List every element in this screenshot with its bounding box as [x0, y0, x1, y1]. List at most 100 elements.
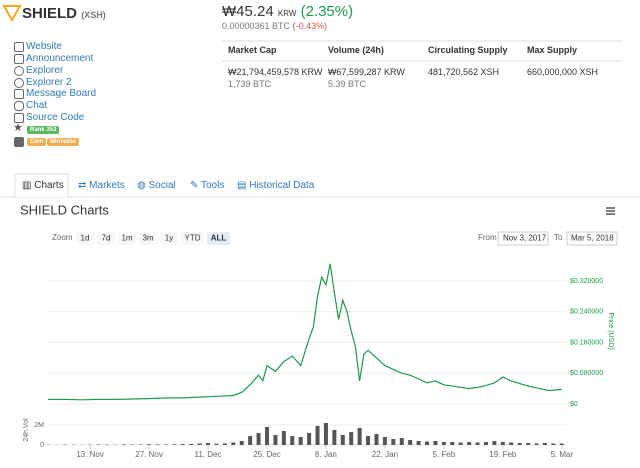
y-tick-label: $0.160000	[570, 339, 603, 346]
zoom-button[interactable]	[118, 232, 136, 245]
stat-header: Max Supply	[527, 45, 578, 55]
volume-bar	[458, 442, 463, 445]
stat-btc: 1,739 BTC	[228, 79, 272, 89]
zoom-label: Zoom	[52, 233, 73, 242]
volume-bar	[509, 442, 514, 445]
zoom-button-label[interactable]: 1d	[81, 234, 90, 243]
link[interactable]: Explorer 2	[26, 77, 72, 88]
volume-bar	[222, 443, 227, 445]
stat-value: ₩21,794,459,578 KRW	[228, 67, 323, 77]
volume-bar	[121, 444, 126, 445]
zoom-button-label[interactable]: 7d	[102, 234, 111, 243]
volume-bar	[264, 427, 269, 445]
link-icon	[14, 54, 24, 64]
zoom-button-label[interactable]: 1m	[121, 234, 132, 243]
volume-bar	[433, 441, 438, 445]
zoom-button-label[interactable]: 1y	[165, 234, 173, 243]
volume-axis-label: 24h Vol	[23, 418, 30, 442]
volume-bar	[147, 444, 152, 445]
volume-bar	[239, 441, 244, 445]
volume-bar	[256, 433, 261, 445]
zoom-button[interactable]	[97, 232, 115, 245]
price-value: ₩45.24	[222, 3, 274, 20]
volume-bar	[542, 443, 547, 445]
link[interactable]: Announcement	[26, 53, 94, 64]
zoom-button-label[interactable]: ALL	[211, 234, 227, 243]
x-tick-label: 27. Nov	[135, 450, 163, 459]
volume-bar	[366, 436, 371, 445]
volume-bar	[416, 441, 421, 445]
volume-bar	[197, 443, 202, 445]
volume-bar	[534, 443, 539, 445]
tab-label[interactable]: Tools	[200, 180, 225, 191]
link[interactable]: Chat	[26, 100, 48, 111]
star-icon: ★	[13, 122, 23, 134]
volume-bar	[231, 442, 236, 445]
volume-bar	[315, 426, 320, 445]
volume-bar	[273, 435, 278, 445]
to-date[interactable]: Mar 5, 2018	[571, 234, 614, 243]
volume-bar	[281, 431, 286, 445]
y-tick-label: $0	[570, 401, 578, 408]
coin-name: SHIELD (XSH)	[22, 5, 106, 22]
menu-icon[interactable]	[606, 207, 615, 215]
x-tick-label: 5. Feb	[433, 450, 456, 459]
x-tick-label: 13. Nov	[76, 450, 104, 459]
tab-label[interactable]: Charts	[34, 180, 64, 191]
link[interactable]: Explorer	[26, 65, 64, 76]
tab-label[interactable]: Historical Data	[249, 180, 315, 191]
from-date[interactable]: Nov 3, 2017	[503, 234, 547, 243]
price-change: (2.35%)	[300, 3, 354, 20]
volume-bar	[349, 432, 354, 445]
link[interactable]: Message Board	[26, 88, 97, 99]
volume-bar	[155, 444, 160, 445]
volume-bar	[340, 435, 345, 445]
tab[interactable]: ✎ Tools	[190, 180, 225, 191]
zoom-button[interactable]	[160, 232, 178, 245]
volume-bar	[483, 442, 488, 445]
y-tick-label: $0.240000	[570, 309, 603, 316]
link-icon	[14, 113, 24, 123]
tag-badge: Coin	[27, 138, 47, 146]
volume-bar	[500, 442, 505, 445]
tab-label[interactable]: Social	[148, 180, 176, 191]
volume-bar	[450, 442, 455, 445]
x-tick-label: 22. Jan	[372, 450, 398, 459]
stat-value: 660,000,000 XSH	[527, 67, 599, 77]
tab[interactable]: ◍ Social	[137, 180, 176, 191]
zoom-button[interactable]	[181, 232, 204, 245]
zoom-button-label[interactable]: 3m	[142, 234, 153, 243]
zoom-button[interactable]	[207, 232, 230, 245]
tab[interactable]: ▥ Charts	[22, 180, 64, 191]
link[interactable]: Source Code	[26, 112, 85, 123]
volume-bar	[475, 442, 480, 445]
price: ₩45.24 KRW (2.35%)	[222, 3, 353, 20]
zoom-button-label[interactable]: YTD	[185, 234, 201, 243]
tab[interactable]: ⇄ Markets	[78, 180, 125, 191]
tag-badge: Mineable	[47, 138, 79, 146]
stat-btc: 5.39 BTC	[328, 79, 367, 89]
zoom-button[interactable]	[76, 232, 94, 245]
volume-bar	[172, 444, 177, 445]
tab[interactable]: ▤ Historical Data	[237, 180, 315, 191]
zoom-button[interactable]	[139, 232, 157, 245]
volume-bar	[517, 443, 522, 445]
volume-bar	[248, 436, 253, 445]
link[interactable]: Website	[26, 41, 62, 52]
from-input[interactable]	[497, 231, 549, 246]
rank-badge: Rank 353	[27, 126, 60, 134]
y-tick-label: 2M	[34, 422, 44, 429]
volume-bar	[441, 442, 446, 445]
link-icon	[14, 89, 24, 99]
to-input[interactable]	[566, 231, 618, 246]
active-tab	[14, 173, 69, 197]
y-tick-label: $0.080000	[570, 370, 603, 377]
volume-bar	[399, 438, 404, 445]
x-tick-label: 25. Dec	[253, 450, 281, 459]
volume-bar	[559, 443, 564, 445]
volume-bar	[374, 434, 379, 445]
tab-label[interactable]: Markets	[89, 180, 125, 191]
y-tick-label: $0.320000	[570, 278, 603, 285]
btc-price: 0.00000361 BTC (-0.43%)	[222, 21, 327, 31]
